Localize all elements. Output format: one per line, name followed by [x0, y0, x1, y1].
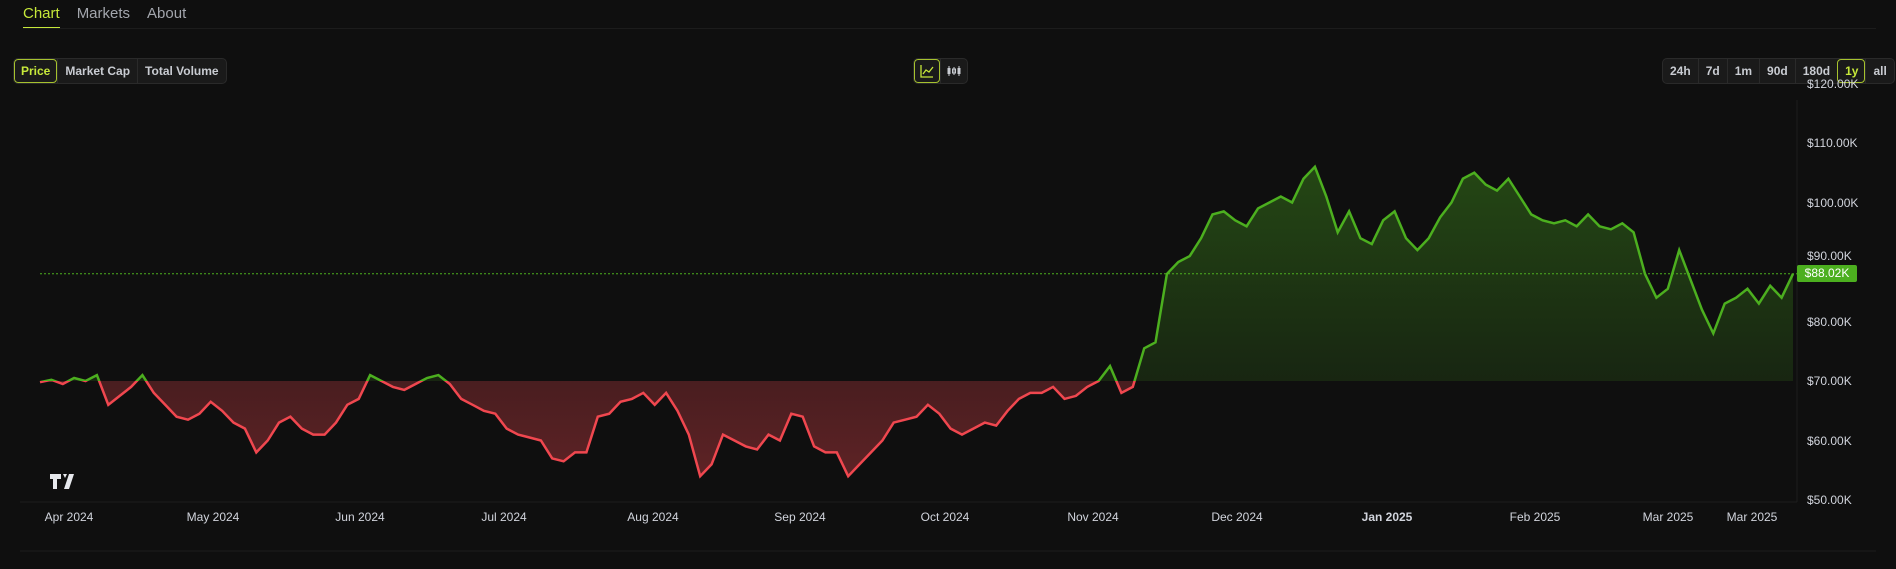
x-tick-label: Dec 2024 [1211, 510, 1263, 524]
y-tick-label: $50.00K [1807, 493, 1852, 507]
range-90d[interactable]: 90d [1759, 59, 1795, 83]
range-1m[interactable]: 1m [1726, 59, 1759, 83]
price-line-above-baseline [39, 164, 1795, 381]
y-tick-label: $120.00K [1807, 76, 1859, 91]
x-tick-label: Jan 2025 [1361, 510, 1413, 524]
candlestick-button[interactable] [940, 59, 967, 83]
candlestick-icon [947, 66, 961, 76]
x-tick-label: Jun 2024 [335, 510, 385, 524]
y-tick-label: $110.00K [1807, 136, 1858, 150]
range-180d[interactable]: 180d [1794, 59, 1837, 83]
price-button[interactable]: Price [14, 59, 58, 83]
x-tick-label: Feb 2025 [1509, 510, 1561, 524]
y-tick-label: $100.00K [1807, 195, 1859, 210]
range-24h[interactable]: 24h [1670, 64, 1691, 78]
y-tick-label: $80.00K [1807, 314, 1852, 329]
x-tick-label: Aug 2024 [627, 510, 679, 524]
main-tabs: Chart Markets About [23, 0, 186, 29]
area-fill-above-baseline [40, 166, 1793, 381]
current-price-tag: $88.02K [1797, 265, 1857, 283]
tab-divider [23, 28, 1876, 29]
chart-type-toggle [913, 58, 968, 84]
line-chart-icon [920, 65, 934, 78]
y-tick-label: $90.00K [1807, 248, 1852, 263]
y-tick-label: $60.00K [1807, 433, 1852, 448]
x-tick-label: Sep 2024 [774, 510, 826, 524]
y-tick-label: $70.00K [1807, 374, 1852, 388]
x-tick-label: Nov 2024 [1067, 510, 1119, 524]
range-7d[interactable]: 7d [1697, 59, 1727, 83]
x-tick-label: Mar 2025 [1642, 510, 1694, 524]
range-all[interactable]: all [1865, 59, 1893, 83]
x-tick-label: Apr 2024 [44, 510, 94, 524]
x-tick-label: Mar 2025 [1726, 510, 1778, 524]
range-1y[interactable]: 1y [1837, 59, 1866, 83]
x-tick-label: Jul 2024 [481, 510, 527, 524]
total-volume-button[interactable]: Total Volume [137, 59, 226, 83]
market-cap-button[interactable]: Market Cap [57, 59, 137, 83]
tab-markets[interactable]: Markets [76, 5, 131, 22]
tab-about[interactable]: About [147, 5, 187, 22]
metric-toggle: Price Market Cap Total Volume [13, 58, 227, 84]
range-toggle: 24h 7d 1m 90d 180d 1y all [1662, 58, 1895, 84]
price-line-below-baseline [39, 381, 1136, 479]
tradingview-logo [50, 474, 74, 489]
x-tick-label: May 2024 [186, 510, 240, 524]
line-chart-button[interactable] [914, 59, 940, 83]
x-tick-label: Oct 2024 [920, 510, 970, 524]
area-fill-below-baseline [40, 381, 1793, 477]
